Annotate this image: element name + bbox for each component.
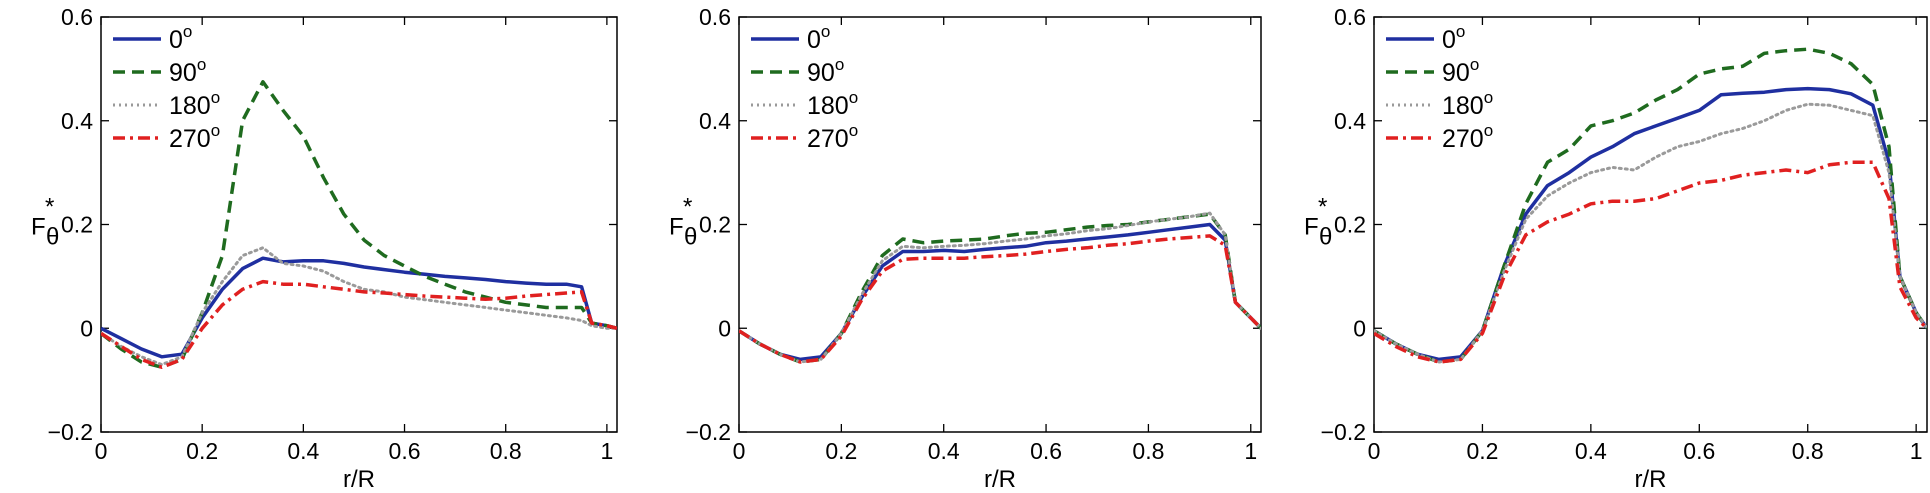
y-tick-label: −0.2 xyxy=(686,419,731,445)
y-axis-label-main: F xyxy=(669,214,684,241)
series-line-270 xyxy=(1374,160,1927,364)
series-group xyxy=(101,80,617,369)
legend-degree: o xyxy=(849,88,858,107)
y-axis-label-sub: θ xyxy=(684,224,697,251)
x-tick-label: 0.6 xyxy=(1683,438,1715,464)
y-tick-label: 0.6 xyxy=(699,4,731,30)
series-line-270 xyxy=(739,234,1261,364)
plot-area xyxy=(1373,16,1928,433)
series-group xyxy=(739,211,1261,364)
x-tick-label: 0.8 xyxy=(490,438,522,464)
chart-panel-left: 0 0.2 0.4 0.6 0.8 1−0.200.20.40.6r/RF*θ0o90o1… xyxy=(31,4,618,493)
x-tick-label: 1 xyxy=(600,438,613,464)
series-line-270 xyxy=(101,279,617,369)
x-axis-label: r/R xyxy=(1635,466,1667,493)
chart-panel-right: 0 0.2 0.4 0.6 0.8 1−0.200.20.40.6r/RF*θ0o90o1… xyxy=(1304,4,1928,493)
y-axis-label-sup: * xyxy=(683,194,692,221)
legend-label-180: 180o xyxy=(169,88,220,120)
x-tick-label: 0.2 xyxy=(1466,438,1498,464)
series-line-180 xyxy=(739,211,1261,364)
y-axis-label-sub: θ xyxy=(46,224,59,251)
y-axis-label: F* θ xyxy=(1304,194,1332,251)
legend-degree: o xyxy=(197,55,206,74)
y-axis-label-main: F xyxy=(1304,214,1319,241)
series-group xyxy=(1374,47,1927,364)
x-tick-label: 0.2 xyxy=(825,438,857,464)
legend-degree: o xyxy=(821,22,830,41)
legend-degree: o xyxy=(183,22,192,41)
legend-degree: o xyxy=(1484,88,1493,107)
chart-panel-middle: 0 0.2 0.4 0.6 0.8 1−0.200.20.40.6r/RF*θ0o90o1… xyxy=(669,4,1262,493)
x-tick-label: 1 xyxy=(1910,438,1923,464)
x-tick-label: 0.8 xyxy=(1792,438,1824,464)
legend-degree: o xyxy=(211,88,220,107)
y-axis-label-main: F xyxy=(31,214,46,241)
y-tick-label: 0.6 xyxy=(61,4,93,30)
x-tick-label: 0.6 xyxy=(389,438,421,464)
y-tick-label: 0.4 xyxy=(61,108,93,134)
y-tick-label: 0.2 xyxy=(699,212,731,238)
y-tick-label: 0.4 xyxy=(699,108,731,134)
legend-degree: o xyxy=(849,121,858,140)
x-tick-label: 0.6 xyxy=(1030,438,1062,464)
y-axis-label: F* θ xyxy=(31,194,59,251)
x-tick-label: 0 xyxy=(95,438,108,464)
y-tick-label: −0.2 xyxy=(1321,419,1366,445)
x-axis-label: r/R xyxy=(343,466,375,493)
series-line-180 xyxy=(101,246,617,367)
y-tick-label: 0 xyxy=(1353,315,1366,341)
legend-label-90: 90o xyxy=(1442,55,1479,87)
y-tick-label: −0.2 xyxy=(48,419,93,445)
legend-label-180: 180o xyxy=(807,88,858,120)
legend-degree: o xyxy=(1484,121,1493,140)
x-tick-label: 0.4 xyxy=(1575,438,1607,464)
x-axis-label: r/R xyxy=(984,466,1016,493)
plot-area xyxy=(738,16,1262,433)
y-axis-label-sub: θ xyxy=(1319,224,1332,251)
y-axis-label-sup: * xyxy=(1318,194,1327,221)
y-axis-label: F* θ xyxy=(669,194,697,251)
y-tick-label: 0 xyxy=(80,315,93,341)
series-line-180 xyxy=(1374,102,1927,364)
x-tick-label: 0.4 xyxy=(287,438,319,464)
legend-degree: o xyxy=(211,121,220,140)
y-tick-label: 0.4 xyxy=(1334,108,1366,134)
x-tick-label: 0.2 xyxy=(186,438,218,464)
x-tick-label: 0 xyxy=(733,438,746,464)
x-tick-label: 0.4 xyxy=(928,438,960,464)
plot-area xyxy=(100,16,618,433)
x-tick-label: 0.8 xyxy=(1132,438,1164,464)
legend-degree: o xyxy=(1456,22,1465,41)
x-tick-label: 1 xyxy=(1244,438,1257,464)
y-tick-label: 0.2 xyxy=(1334,212,1366,238)
legend-degree: o xyxy=(1470,55,1479,74)
y-axis-label-sup: * xyxy=(45,194,54,221)
y-tick-label: 0 xyxy=(718,315,731,341)
x-tick-label: 0 xyxy=(1368,438,1381,464)
legend-degree: o xyxy=(835,55,844,74)
y-tick-label: 0.6 xyxy=(1334,4,1366,30)
y-tick-label: 0.2 xyxy=(61,212,93,238)
